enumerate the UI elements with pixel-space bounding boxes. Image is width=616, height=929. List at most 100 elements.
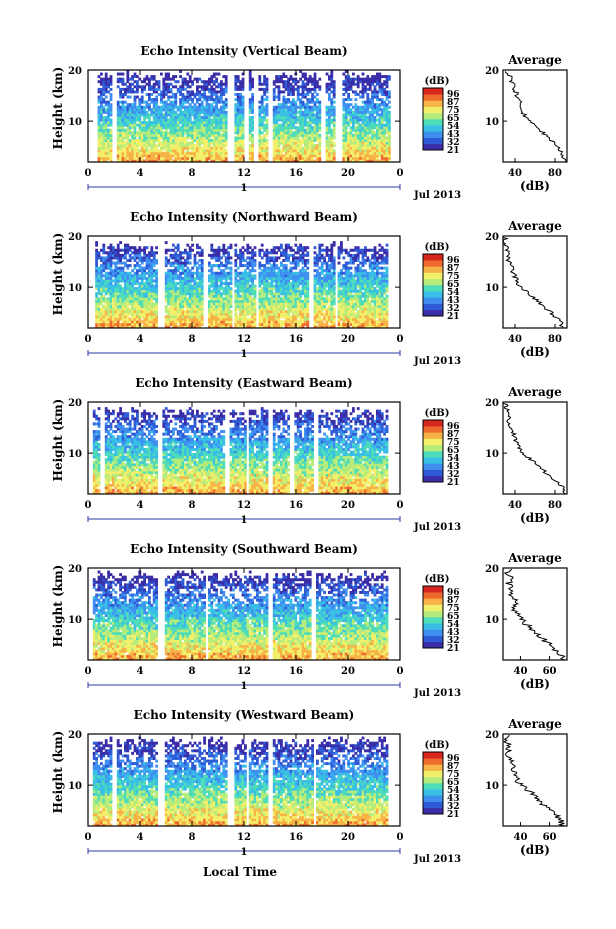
- heatmap-cell: [227, 284, 230, 288]
- heatmap-cell: [200, 276, 204, 280]
- heatmap-cell: [284, 113, 288, 117]
- heatmap-cell: [220, 159, 223, 163]
- heatmap-cell: [131, 123, 134, 127]
- heatmap-cell: [198, 149, 202, 153]
- heatmap-cell: [145, 310, 149, 314]
- heatmap-cell: [222, 136, 226, 140]
- heatmap-cell: [152, 144, 156, 148]
- heatmap-cell: [376, 141, 379, 145]
- heatmap-cell: [282, 128, 286, 132]
- heatmap-cell: [138, 266, 142, 270]
- heatmap-cell: [210, 248, 214, 252]
- heatmap-cell: [388, 105, 391, 109]
- heatmap-cell: [107, 312, 110, 316]
- heatmap-cell: [157, 156, 161, 160]
- heatmap-cell: [160, 121, 163, 125]
- heatmap-cell: [208, 261, 211, 265]
- heatmap-cell: [368, 77, 372, 81]
- heatmap-cell: [104, 251, 108, 255]
- heatmap-cell: [107, 116, 110, 119]
- heatmap-cell: [373, 151, 377, 155]
- heatmap-cell: [152, 284, 156, 288]
- heatmap-cell: [131, 149, 134, 153]
- heatmap-cell: [359, 105, 362, 109]
- heatmap-cell: [359, 77, 362, 81]
- heatmap-cell: [359, 151, 362, 155]
- heatmap-cell: [119, 310, 122, 314]
- heatmap-cell: [107, 136, 110, 140]
- heatmap-cell: [234, 307, 238, 311]
- heatmap-cell: [152, 154, 156, 158]
- heatmap-cell: [160, 98, 163, 102]
- heatmap-cell: [188, 141, 192, 145]
- heatmap-cell: [169, 126, 173, 130]
- heatmap-cell: [179, 271, 182, 275]
- heatmap-cell: [179, 108, 182, 112]
- heatmap-cell: [100, 126, 103, 130]
- heatmap-cell: [109, 287, 113, 291]
- heatmap-cell: [102, 287, 106, 291]
- heatmap-cell: [174, 253, 178, 257]
- heatmap-cell: [361, 100, 365, 104]
- heatmap-cell: [277, 133, 281, 137]
- heatmap-cell: [169, 264, 173, 268]
- heatmap-cell: [224, 320, 228, 324]
- heatmap-cell: [121, 289, 125, 293]
- heatmap-cell: [100, 274, 103, 278]
- heatmap-cell: [133, 85, 137, 89]
- heatmap-cell: [131, 294, 134, 298]
- heatmap-cell: [248, 261, 252, 265]
- heatmap-cell: [162, 90, 166, 94]
- heatmap-cell: [150, 87, 154, 91]
- heatmap-cell: [188, 131, 192, 135]
- heatmap-cell: [179, 131, 182, 135]
- heatmap-cell: [186, 95, 190, 99]
- heatmap-cell: [181, 121, 185, 125]
- heatmap-cell: [126, 72, 130, 76]
- heatmap-cell: [152, 261, 156, 265]
- heatmap-cell: [292, 87, 295, 91]
- heatmap-cell: [208, 146, 211, 150]
- heatmap-cell: [316, 116, 319, 119]
- heatmap-cell: [356, 159, 360, 163]
- heatmap-cell: [344, 156, 348, 160]
- heatmap-cell: [109, 274, 113, 278]
- heatmap-cell: [328, 156, 331, 160]
- heatmap-cell: [224, 103, 228, 107]
- heatmap-cell: [174, 282, 178, 285]
- heatmap-cell: [124, 261, 127, 265]
- heatmap-cell: [344, 103, 348, 107]
- heatmap-cell: [349, 146, 353, 150]
- heatmap-cell: [251, 276, 254, 280]
- heatmap-cell: [268, 322, 271, 326]
- heatmap-cell: [200, 287, 204, 291]
- heatmap-cell: [133, 146, 137, 150]
- heatmap-cell: [251, 269, 254, 273]
- heatmap-cell: [167, 302, 170, 306]
- heatmap-cell: [200, 131, 204, 135]
- heatmap-cell: [169, 136, 173, 140]
- heatmap-cell: [138, 136, 142, 140]
- heatmap-cell: [260, 98, 264, 102]
- heatmap-cell: [116, 261, 120, 265]
- heatmap-cell: [109, 253, 113, 257]
- heatmap-cell: [313, 75, 317, 79]
- heatmap-cell: [364, 121, 367, 125]
- heatmap-cell: [121, 80, 125, 84]
- heatmap-cell: [131, 146, 134, 150]
- heatmap-cell: [275, 146, 278, 150]
- heatmap-cell: [172, 136, 175, 140]
- heatmap-cell: [131, 87, 134, 91]
- heatmap-cell: [164, 141, 168, 145]
- heatmap-cell: [100, 139, 103, 142]
- heatmap-cell: [145, 131, 149, 135]
- heatmap-cell: [121, 322, 125, 326]
- heatmap-cell: [102, 131, 106, 135]
- heatmap-cell: [143, 246, 146, 250]
- heatmap-cell: [119, 131, 122, 135]
- heatmap-cell: [172, 322, 175, 326]
- heatmap-cell: [220, 93, 223, 96]
- heatmap-cell: [104, 87, 108, 91]
- heatmap-cell: [104, 100, 108, 104]
- heatmap-cell: [133, 251, 137, 255]
